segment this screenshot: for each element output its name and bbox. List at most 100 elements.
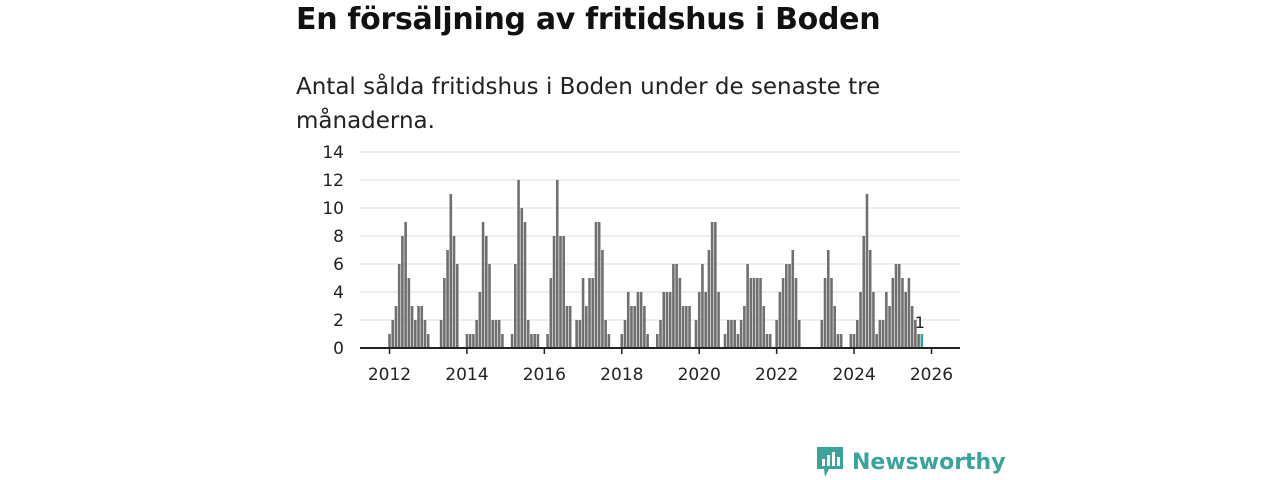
bar	[581, 278, 585, 348]
bar	[688, 306, 691, 348]
bar	[897, 264, 901, 348]
bar	[678, 278, 682, 348]
y-tick-label: 10	[322, 199, 344, 219]
bar	[555, 180, 559, 348]
bar	[668, 292, 672, 348]
bar	[484, 236, 488, 348]
bar	[643, 306, 646, 348]
bar	[523, 222, 527, 348]
bar	[878, 320, 882, 348]
bar	[797, 320, 801, 348]
bar	[749, 278, 753, 348]
y-axis-tick-labels: 0 2 4 6 8 10 12 14	[322, 143, 344, 359]
bar	[894, 264, 898, 348]
highlight-bar	[920, 334, 924, 348]
bar	[794, 278, 798, 348]
bar	[910, 306, 914, 348]
bar	[755, 278, 759, 348]
bar	[881, 320, 885, 348]
bar	[685, 306, 688, 348]
bar	[626, 292, 630, 348]
chart-subtitle: Antal sålda fritidshus i Boden under de …	[296, 74, 881, 134]
bar	[410, 306, 414, 348]
bar	[468, 334, 472, 348]
bar	[494, 320, 498, 348]
x-axis-tick-labels: 2012 2014 2016 2018 2020 2022 2024 2026	[368, 348, 953, 385]
bar	[839, 334, 843, 348]
bar	[859, 292, 862, 348]
bar	[746, 264, 749, 348]
bar	[633, 306, 636, 348]
bar	[820, 320, 824, 348]
bar	[730, 320, 733, 348]
bar	[665, 292, 669, 348]
bar	[478, 292, 482, 348]
bar	[565, 306, 569, 348]
bar	[778, 292, 782, 348]
bar	[826, 250, 830, 348]
newsworthy-logo-text: Newsworthy	[852, 449, 1006, 475]
chart-title: En försäljning av fritidshus i Boden	[296, 2, 881, 37]
bar	[562, 236, 566, 348]
bar	[907, 278, 911, 348]
bar	[856, 320, 859, 348]
bar	[446, 250, 449, 348]
x-tick-label: 2022	[755, 365, 798, 385]
bar	[875, 334, 878, 348]
bar	[533, 334, 536, 348]
bar	[597, 222, 601, 348]
y-tick-label: 8	[333, 227, 344, 247]
bar	[791, 250, 795, 348]
bar	[452, 236, 456, 348]
bar	[497, 320, 501, 348]
bar	[697, 292, 701, 348]
bar	[675, 264, 678, 348]
y-tick-label: 2	[333, 311, 344, 331]
bar	[849, 334, 853, 348]
bar	[781, 278, 785, 348]
bar	[704, 292, 707, 348]
bar	[830, 278, 833, 348]
bar	[865, 194, 869, 348]
bar	[391, 320, 395, 348]
newsworthy-logo: Newsworthy	[815, 445, 1006, 479]
x-tick-label: 2024	[832, 365, 875, 385]
x-tick-label: 2012	[368, 365, 411, 385]
bar	[901, 278, 904, 348]
bar	[768, 334, 772, 348]
bar	[546, 334, 549, 348]
bar	[465, 334, 469, 348]
bar	[662, 292, 666, 348]
bar	[601, 250, 604, 348]
annotations: 1	[915, 313, 925, 332]
bar	[407, 278, 411, 348]
x-tick-label: 2016	[523, 365, 566, 385]
bar	[694, 320, 698, 348]
bar	[401, 236, 404, 348]
bar	[449, 194, 453, 348]
bar	[655, 334, 659, 348]
bar	[623, 320, 627, 348]
bar	[426, 334, 430, 348]
bar	[862, 236, 866, 348]
bar	[823, 278, 827, 348]
y-tick-label: 12	[322, 171, 344, 191]
bar	[836, 334, 840, 348]
bar	[717, 292, 720, 348]
bar	[472, 334, 475, 348]
bar	[868, 250, 872, 348]
bar	[891, 278, 895, 348]
bar	[659, 320, 662, 348]
bar	[549, 278, 553, 348]
bar	[491, 320, 495, 348]
bar	[520, 208, 524, 348]
bar	[536, 334, 540, 348]
bar	[526, 320, 530, 348]
x-tick-label: 2014	[445, 365, 488, 385]
bar	[475, 320, 478, 348]
bar	[707, 250, 711, 348]
highlight-data-label: 1	[915, 313, 925, 332]
bar	[765, 334, 769, 348]
bar	[904, 292, 907, 348]
x-tick-label: 2018	[600, 365, 643, 385]
